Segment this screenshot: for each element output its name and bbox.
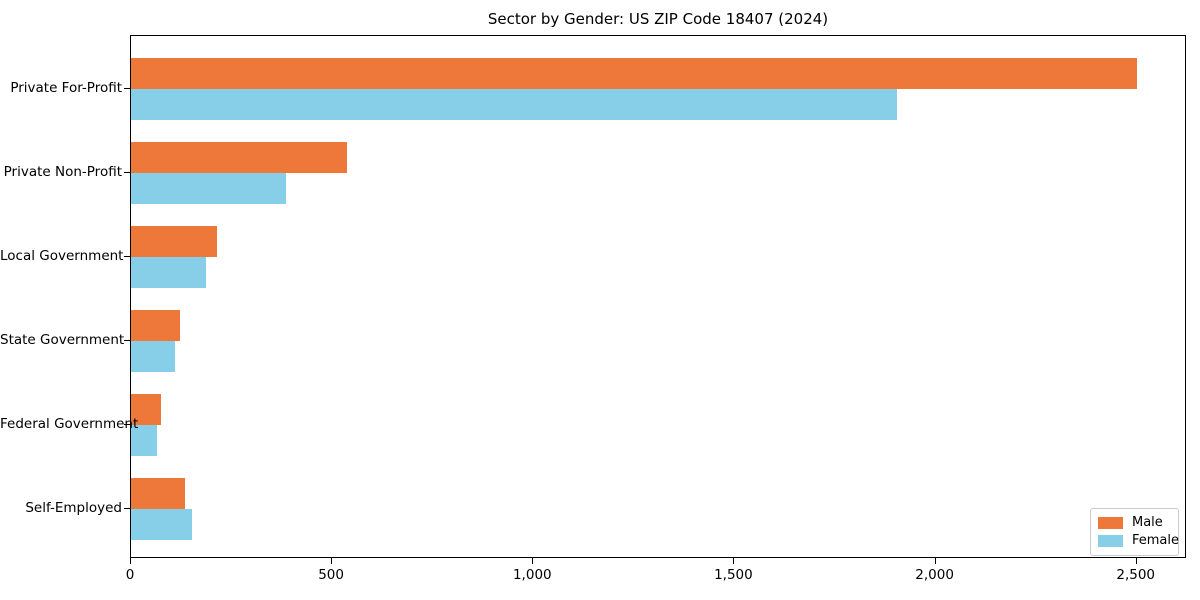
x-tick-500 [331, 558, 333, 564]
chart-title: Sector by Gender: US ZIP Code 18407 (202… [487, 10, 829, 28]
bar-male-state-government [131, 310, 180, 341]
y-label-private-for-profit: Private For-Profit [10, 80, 122, 96]
bar-male-local-government [131, 226, 218, 257]
x-tick-label-2,500: 2,500 [1116, 567, 1156, 583]
x-tick-2,000 [934, 558, 936, 564]
y-tick-state-government [124, 340, 130, 341]
female-legend-swatch [1098, 535, 1123, 547]
bar-male-private-non-profit [131, 142, 347, 173]
y-label-state-government: State Government [0, 332, 125, 348]
y-label-federal-government: Federal Government [0, 416, 139, 432]
x-tick-label-1,000: 1,000 [512, 567, 552, 583]
y-label-local-government: Local Government [0, 248, 124, 264]
x-tick-1,000 [532, 558, 534, 564]
x-tick-0 [130, 558, 131, 564]
male-legend-swatch [1098, 517, 1123, 529]
y-label-private-non-profit: Private Non-Profit [3, 164, 122, 180]
x-tick-2,500 [1135, 558, 1137, 564]
x-tick-label-1,500: 1,500 [714, 567, 753, 583]
legend-entry-female: Female [1098, 532, 1179, 550]
y-tick-self-employed [124, 508, 130, 509]
male-legend-label: Male [1132, 515, 1163, 530]
plot-area [130, 35, 1186, 558]
legend: Male Female [1090, 508, 1179, 556]
bar-female-local-government [131, 257, 206, 288]
x-tick-label-2,000: 2,000 [915, 567, 954, 583]
legend-entry-male: Male [1098, 514, 1170, 532]
bar-female-state-government [131, 341, 175, 372]
y-tick-private-for-profit [124, 88, 130, 89]
x-tick-1,500 [733, 558, 735, 564]
female-legend-label: Female [1132, 533, 1180, 548]
bar-male-federal-government [131, 394, 162, 425]
y-tick-local-government [124, 256, 130, 257]
bar-female-self-employed [131, 509, 192, 540]
x-tick-label-0: 0 [125, 567, 135, 583]
bar-female-private-for-profit [131, 89, 898, 120]
bar-male-private-for-profit [131, 58, 1137, 89]
y-tick-private-non-profit [124, 172, 130, 173]
x-tick-label-500: 500 [318, 567, 344, 583]
bar-male-self-employed [131, 478, 185, 509]
y-tick-federal-government [124, 424, 130, 425]
y-label-self-employed: Self-Employed [25, 500, 122, 516]
bar-female-private-non-profit [131, 173, 287, 204]
bar-female-federal-government [131, 425, 157, 456]
